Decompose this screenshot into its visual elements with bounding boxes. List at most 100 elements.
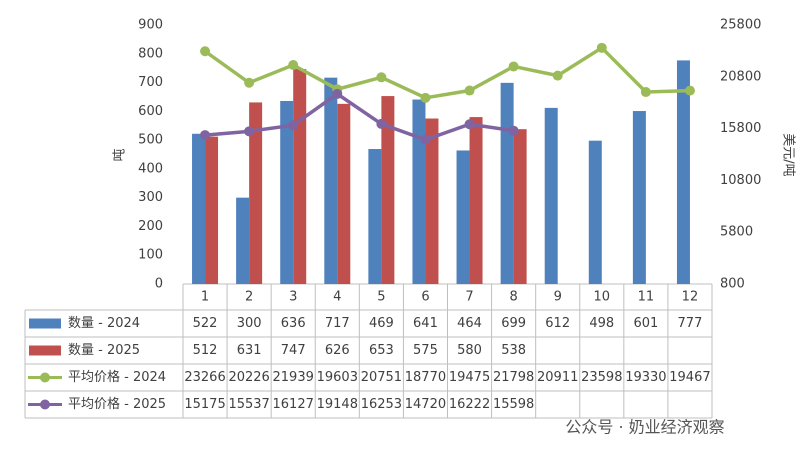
y-tick-label: 700: [138, 75, 163, 90]
table-value: 522: [193, 316, 218, 331]
line-marker: [332, 88, 343, 99]
line-marker: [200, 46, 211, 57]
x-tick-label: 7: [465, 290, 473, 305]
y-tick-label: 0: [155, 277, 163, 292]
line-marker: [552, 70, 563, 81]
bar: [469, 117, 483, 284]
bar: [632, 111, 646, 284]
y2-tick-label: 15800: [720, 121, 761, 136]
bar: [205, 136, 219, 284]
y2-tick-label: 10800: [720, 173, 761, 188]
x-tick-label: 2: [245, 290, 253, 305]
bar: [456, 150, 470, 284]
line: [204, 91, 514, 142]
legend-marker: [40, 372, 50, 383]
y-tick-label: 300: [138, 190, 163, 205]
line-marker: [508, 125, 519, 136]
legend-label: 平均价格 - 2024: [68, 369, 166, 385]
table-value: 19475: [449, 370, 490, 385]
table-value: 15537: [228, 397, 269, 412]
y-tick-label: 200: [138, 219, 163, 234]
bar: [513, 129, 527, 284]
legend-label: 数量 - 2025: [68, 343, 140, 358]
bar: [588, 140, 602, 284]
table-value: 575: [413, 343, 438, 358]
table-value: 23266: [184, 370, 225, 385]
y2-tick-label: 5800: [720, 225, 753, 240]
bar: [544, 107, 558, 284]
table-value: 636: [281, 316, 306, 331]
table-value: 14720: [405, 397, 446, 412]
bar: [324, 77, 338, 284]
y-tick-label: 600: [138, 104, 163, 119]
table-value: 19148: [317, 397, 358, 412]
x-tick-label: 5: [377, 290, 385, 305]
line-marker: [244, 77, 255, 88]
table-value: 15175: [184, 397, 225, 412]
bar: [500, 82, 514, 285]
bar: [381, 96, 395, 284]
bar: [280, 100, 294, 285]
table-value: 19330: [625, 370, 666, 385]
y-axis-label: 吨: [113, 148, 128, 161]
line-marker: [288, 59, 299, 70]
bar: [425, 118, 439, 285]
line-marker: [596, 42, 607, 53]
legend-swatch: [29, 318, 61, 329]
table-value: 20911: [537, 370, 578, 385]
legend-swatch: [29, 345, 61, 356]
legend-label: 平均价格 - 2025: [68, 396, 166, 412]
x-tick-label: 11: [638, 290, 655, 305]
table-value: 300: [237, 316, 262, 331]
x-tick-label: 9: [554, 290, 562, 305]
table-value: 612: [545, 316, 570, 331]
table-value: 18770: [405, 370, 446, 385]
table-value: 699: [501, 316, 526, 331]
y-tick-label: 100: [138, 248, 163, 263]
line-marker: [420, 134, 431, 145]
bar: [337, 103, 351, 285]
table-value: 747: [281, 343, 306, 358]
x-tick-label: 12: [682, 290, 699, 305]
bar: [192, 133, 206, 284]
table-value: 538: [501, 343, 526, 358]
table-value: 20751: [361, 370, 402, 385]
y-tick-label: 500: [138, 133, 163, 148]
bar: [412, 99, 426, 284]
x-tick-label: 8: [509, 290, 517, 305]
line-marker: [464, 119, 475, 130]
table-value: 15598: [493, 397, 534, 412]
x-tick-label: 3: [289, 290, 297, 305]
table-value: 16127: [273, 397, 314, 412]
line-marker: [640, 87, 651, 98]
bar: [293, 69, 307, 284]
line-marker: [508, 61, 519, 72]
table-value: 641: [413, 316, 438, 331]
table-value: 23598: [581, 370, 622, 385]
table-value: 21798: [493, 370, 534, 385]
y-tick-label: 800: [138, 46, 163, 61]
x-tick-label: 4: [333, 290, 341, 305]
line-marker: [244, 126, 255, 137]
line: [204, 45, 691, 100]
table-value: 16253: [361, 397, 402, 412]
x-tick-label: 6: [421, 290, 429, 305]
table-value: 777: [678, 316, 703, 331]
table-value: 717: [325, 316, 350, 331]
x-tick-label: 1: [201, 290, 209, 305]
y2-tick-label: 800: [720, 277, 745, 292]
watermark: 公众号 · 奶业经济观察: [565, 418, 724, 437]
table-value: 498: [589, 316, 614, 331]
legend-marker: [40, 399, 50, 410]
y2-axis-label: 美元/吨: [781, 133, 796, 176]
table-value: 464: [457, 316, 482, 331]
table-value: 653: [369, 343, 394, 358]
line-marker: [420, 92, 431, 103]
line-marker: [376, 72, 387, 83]
table-value: 469: [369, 316, 394, 331]
legend-label: 数量 - 2024: [68, 316, 140, 331]
bar: [236, 197, 250, 284]
bar: [249, 102, 263, 284]
